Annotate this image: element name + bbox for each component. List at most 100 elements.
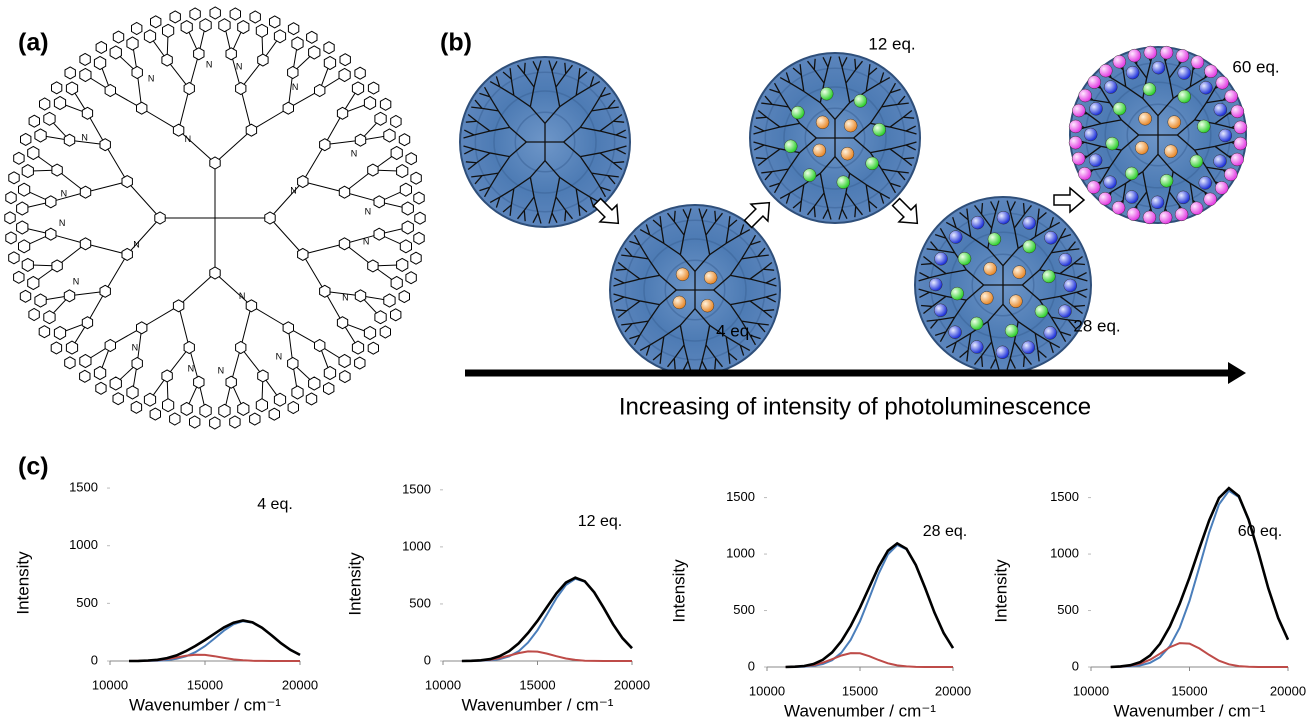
- bond: [179, 89, 190, 131]
- guest: [701, 299, 714, 312]
- ring: [298, 248, 308, 260]
- guest: [820, 87, 833, 100]
- ring: [324, 57, 335, 70]
- ring: [258, 370, 268, 382]
- bond: [215, 130, 251, 163]
- ring: [127, 37, 138, 50]
- atom-label: N: [61, 188, 68, 198]
- atom-label: N: [342, 292, 349, 302]
- series-line: [786, 545, 953, 667]
- ring: [274, 393, 285, 406]
- stage-label: 4 eq.: [716, 321, 754, 340]
- stage-label: 60 eq.: [1232, 57, 1279, 76]
- guest: [1022, 341, 1035, 354]
- disc: [1069, 46, 1247, 224]
- guest: [1009, 295, 1022, 308]
- guest: [1078, 167, 1091, 180]
- bond: [127, 182, 160, 218]
- ring: [238, 21, 249, 34]
- bond: [613, 162, 624, 163]
- bond: [763, 269, 774, 270]
- ring: [352, 341, 363, 354]
- y-tick-label: 1000: [726, 545, 755, 560]
- series-line: [462, 579, 632, 661]
- ring: [246, 124, 256, 136]
- ring: [20, 290, 30, 302]
- ring: [173, 124, 183, 136]
- guest: [803, 169, 816, 182]
- guest: [844, 119, 857, 132]
- guest: [929, 278, 942, 291]
- ring: [368, 82, 378, 94]
- bond: [86, 244, 128, 255]
- ring: [132, 67, 142, 79]
- chart: 050010001500100001500020000IntensityWave…: [991, 488, 1306, 718]
- ring: [236, 342, 246, 354]
- ring: [230, 8, 240, 20]
- bond: [524, 63, 525, 74]
- spectra: 050010001500100001500020000IntensityWave…: [13, 479, 1306, 718]
- ring: [210, 7, 220, 19]
- bond: [466, 121, 477, 122]
- ring: [339, 186, 349, 198]
- guest: [1234, 121, 1247, 134]
- x-tick-label: 15000: [187, 677, 223, 692]
- ring: [246, 300, 256, 312]
- guest: [1064, 279, 1077, 292]
- ring: [258, 54, 268, 66]
- guest: [949, 326, 962, 339]
- bond: [855, 206, 856, 217]
- atom-label: N: [236, 61, 243, 71]
- guest: [1087, 181, 1100, 194]
- ring: [22, 258, 33, 271]
- ring: [283, 322, 293, 334]
- y-tick-label: 1000: [402, 538, 431, 553]
- ring: [250, 413, 260, 425]
- bond: [982, 356, 983, 367]
- guest: [958, 252, 971, 265]
- ring: [21, 133, 31, 145]
- bond: [715, 211, 716, 222]
- guest: [1005, 324, 1018, 337]
- bond: [616, 310, 627, 311]
- guest: [1197, 120, 1210, 133]
- ring: [170, 11, 180, 23]
- guest: [1023, 217, 1036, 230]
- ring: [17, 202, 28, 215]
- guest: [1178, 90, 1191, 103]
- ring: [340, 371, 350, 383]
- dendrimer-structure: NNNNNNNNNNNNNNNNNNNN: [5, 7, 425, 429]
- ring: [200, 19, 211, 32]
- x-tick-label: 15000: [842, 683, 878, 698]
- series-line: [129, 621, 300, 662]
- ring: [194, 376, 204, 388]
- y-tick-label: 1000: [1050, 545, 1079, 560]
- guest: [1112, 201, 1125, 214]
- bond: [756, 117, 767, 118]
- guest: [980, 291, 993, 304]
- ring: [364, 327, 375, 340]
- ring: [46, 228, 56, 240]
- guest: [1069, 136, 1082, 149]
- ring: [256, 24, 267, 37]
- ring: [391, 116, 401, 128]
- guest: [949, 231, 962, 244]
- y-tick-label: 500: [409, 595, 431, 610]
- stage-label: 28 eq.: [1073, 316, 1120, 335]
- ring: [96, 41, 106, 53]
- bond: [565, 63, 566, 74]
- y-tick-label: 0: [91, 652, 98, 667]
- atom-label: N: [73, 276, 80, 286]
- ring: [250, 11, 260, 23]
- guest: [1225, 90, 1238, 103]
- bond: [982, 203, 983, 214]
- ring: [200, 404, 211, 417]
- ring: [210, 417, 220, 429]
- ring: [368, 342, 378, 354]
- guest: [1204, 193, 1217, 206]
- bond: [903, 158, 914, 159]
- bond: [127, 218, 160, 254]
- ring: [9, 172, 19, 184]
- y-axis-title: Intensity: [669, 559, 688, 623]
- ring: [352, 82, 363, 95]
